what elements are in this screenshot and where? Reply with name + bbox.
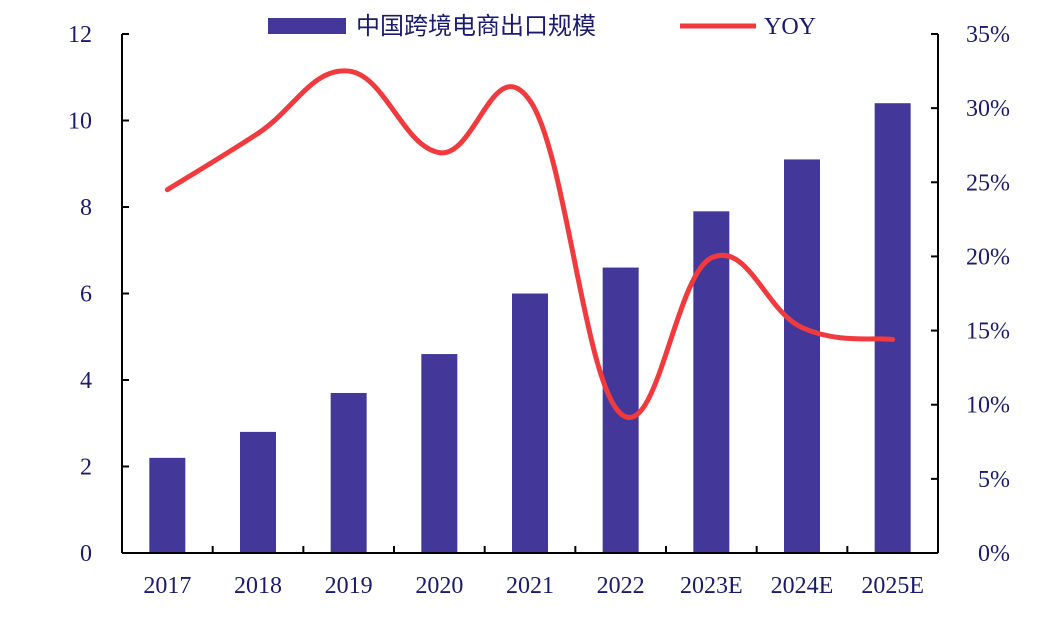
x-tick-label-2022: 2022 [597, 573, 645, 599]
bar-2019 [331, 393, 367, 553]
bar-2021 [512, 294, 548, 554]
bar-2025E [875, 103, 911, 553]
left-tick-label: 6 [80, 282, 92, 308]
legend-label-bar: 中国跨境电商出口规模 [356, 13, 596, 40]
right-tick-label: 10% [966, 393, 1010, 419]
legend-label-line: YOY [764, 14, 816, 40]
left-tick-label: 2 [80, 455, 92, 481]
right-axis-ticks: 0% 5% 10% 15% 20% 25% 30% 35% [931, 22, 1010, 567]
legend-swatch-bar [268, 18, 346, 34]
right-tick-label: 15% [966, 319, 1010, 345]
right-tick-label: 25% [966, 170, 1010, 196]
x-tick-label-2018: 2018 [234, 573, 282, 599]
right-tick-label: 0% [978, 541, 1010, 567]
right-tick-label: 30% [966, 96, 1010, 122]
left-tick-label: 8 [80, 195, 92, 221]
x-tick-label-2020: 2020 [415, 573, 463, 599]
x-tick-label-2019: 2019 [325, 573, 373, 599]
left-tick-label: 0 [80, 541, 92, 567]
x-tick-label-2025E: 2025E [861, 573, 924, 599]
right-tick-label: 20% [966, 244, 1010, 270]
left-axis-ticks: 0 2 4 6 8 10 12 [68, 22, 129, 567]
right-tick-label: 5% [978, 467, 1010, 493]
right-tick-label: 35% [966, 22, 1010, 48]
bar-2017 [149, 458, 185, 553]
bar-2023E [693, 211, 729, 553]
bar-series [149, 103, 910, 553]
left-tick-label: 4 [80, 368, 92, 394]
bar-2020 [421, 354, 457, 553]
x-tick-label-2024E: 2024E [771, 573, 834, 599]
bar-2024E [784, 159, 820, 553]
x-tick-label-2021: 2021 [506, 573, 554, 599]
legend: 中国跨境电商出口规模 YOY [268, 13, 816, 40]
left-tick-label: 10 [68, 109, 92, 135]
x-tick-label-2023E: 2023E [680, 573, 743, 599]
x-tick-label-2017: 2017 [143, 573, 191, 599]
bar-2018 [240, 432, 276, 553]
left-tick-label: 12 [68, 22, 92, 48]
